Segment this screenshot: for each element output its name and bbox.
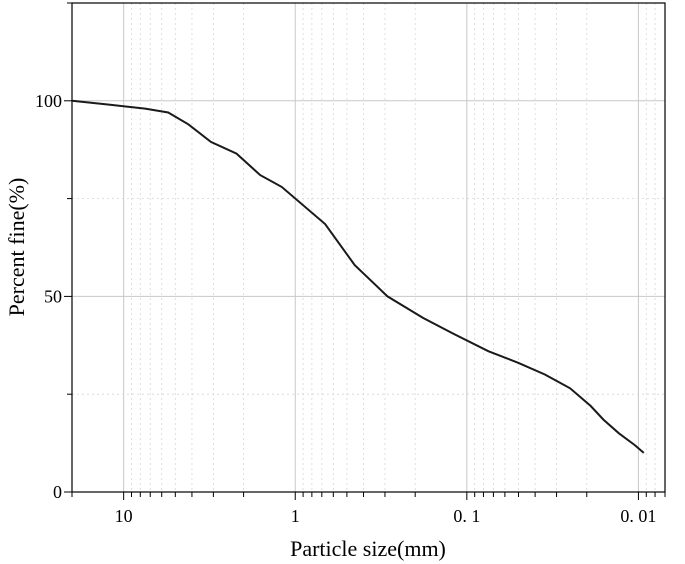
x-tick-label: 0. 01	[620, 506, 656, 526]
x-tick-label: 0. 1	[453, 506, 480, 526]
gradation-curve	[71, 99, 645, 454]
y-tick-label: 50	[44, 286, 62, 306]
y-tick-label: 100	[35, 91, 62, 111]
y-tick-label: 0	[53, 482, 62, 502]
y-axis-title: Percent fine(%)	[4, 178, 29, 317]
x-tick-label: 1	[291, 506, 300, 526]
tick-marks	[64, 2, 666, 500]
tick-labels: 10 1 0. 1 0. 01 0 50 100	[35, 91, 656, 526]
grid	[71, 2, 666, 492]
x-axis-title: Particle size(mm)	[290, 536, 446, 561]
x-tick-label: 10	[115, 506, 133, 526]
plot-frame	[71, 2, 666, 493]
